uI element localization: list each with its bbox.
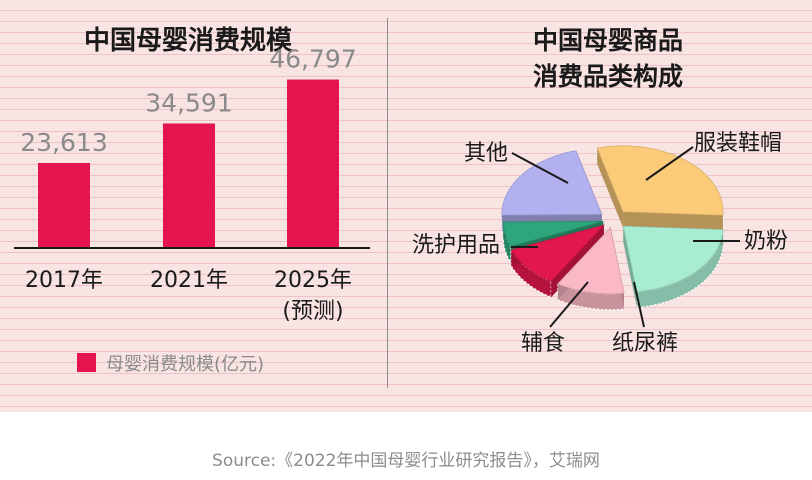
legend-swatch <box>77 353 96 372</box>
bar-2 <box>287 79 339 249</box>
x-tick-note-2: (预测) <box>282 299 343 324</box>
bar-value-label-0: 23,613 <box>20 128 107 157</box>
pie-label-0: 服装鞋帽 <box>694 131 782 156</box>
pie-slice-1 <box>622 225 724 309</box>
x-tick-label-1: 2021年 <box>150 268 228 293</box>
pie-label-3: 辅食 <box>521 331 565 356</box>
pie-slice-5 <box>501 149 603 232</box>
bar-1 <box>163 123 215 248</box>
bar-chart-title: 中国母婴消费规模 <box>84 26 293 56</box>
pie-title-line-1: 中国母婴商品 <box>533 26 683 55</box>
pie-label-4: 洗护用品 <box>412 233 500 258</box>
pie-label-5: 其他 <box>464 141 508 166</box>
pie-leader-line-0 <box>645 146 694 181</box>
source-caption: Source:《2022年中国母婴行业研究报告》，艾瑞网 <box>212 451 600 471</box>
pie-slice-0 <box>596 145 724 232</box>
x-tick-label-2: 2025年 <box>274 268 352 293</box>
pie-title-line-2: 消费品类构成 <box>533 62 683 91</box>
x-tick-label-0: 2017年 <box>25 268 103 293</box>
bar-chart: 中国母婴消费规模 23,613 34,591 46,797 2017年 2021年 20… <box>14 26 370 375</box>
pie-leader-line-2 <box>633 281 645 328</box>
panel-divider <box>387 18 388 388</box>
bar-value-label-1: 34,591 <box>145 88 232 117</box>
bar-value-label-2: 46,797 <box>269 45 356 74</box>
pie-leader-line-3 <box>549 281 589 328</box>
pie-leader-line-5 <box>511 152 569 184</box>
pie-label-1: 奶粉 <box>744 229 788 254</box>
pie-label-2: 纸尿裤 <box>612 331 678 356</box>
pie-slice-2 <box>557 226 625 311</box>
legend-label: 母婴消费规模(亿元) <box>106 354 264 375</box>
bar-0 <box>38 162 90 248</box>
